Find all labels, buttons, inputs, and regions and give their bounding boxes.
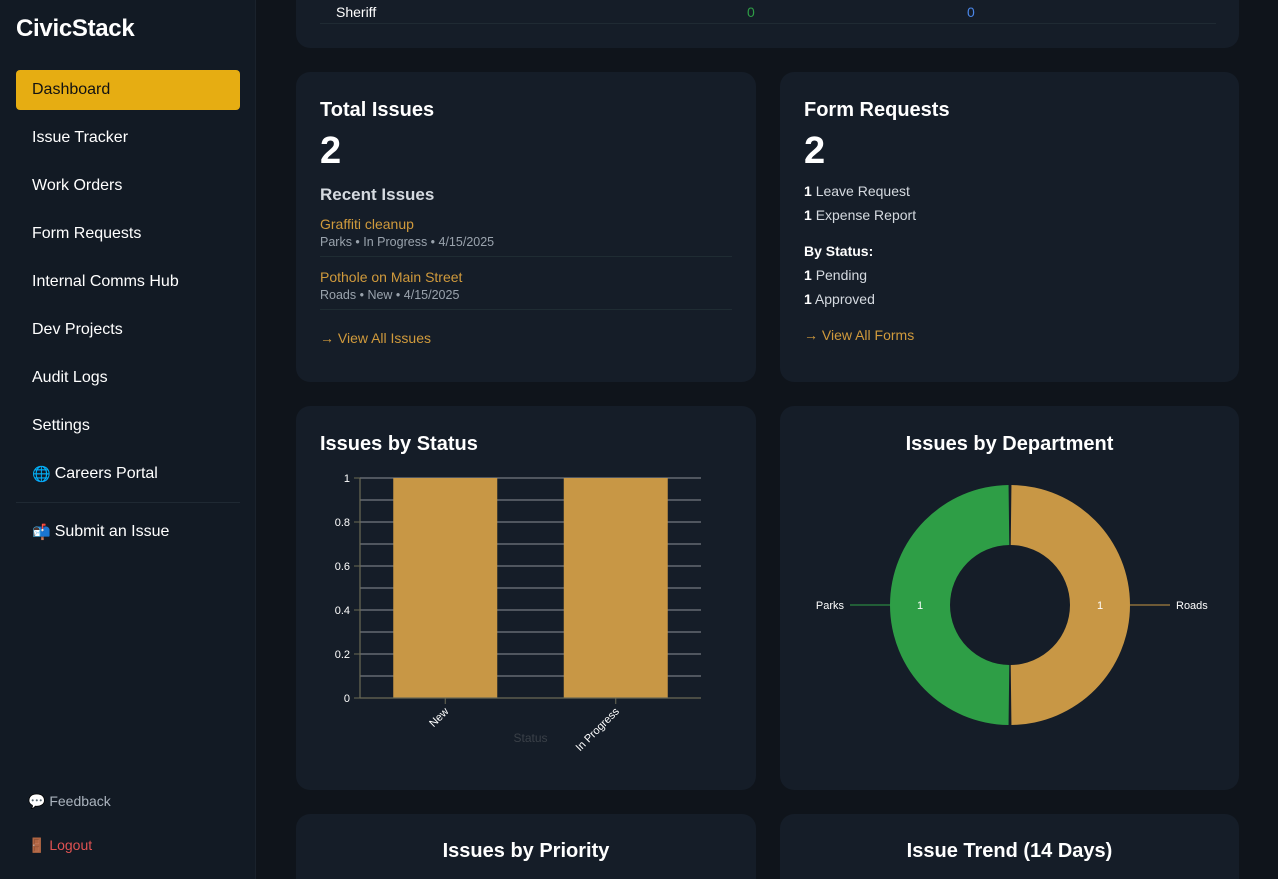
stat-label: Leave Request bbox=[815, 183, 910, 199]
total-issues-count: 2 bbox=[320, 130, 342, 172]
department-donut-chart: 1 Roads 1 Parks bbox=[816, 485, 1208, 725]
open-count: 0 bbox=[747, 4, 755, 20]
sidebar-item-label: Form Requests bbox=[32, 225, 142, 242]
status-bar-chart: 0 0.2 0.4 0.6 0.8 1 New In Progress Status bbox=[335, 473, 701, 754]
total-issues-card: Total Issues 2 Recent Issues Graffiti cl… bbox=[296, 72, 756, 382]
speech-bubble-icon: 💬 bbox=[28, 793, 46, 809]
y-tick-label: 0.4 bbox=[335, 605, 350, 617]
list-item[interactable]: Graffiti cleanup Parks • In Progress • 4… bbox=[320, 216, 732, 257]
stat-count: 1 bbox=[804, 291, 812, 307]
form-type-stat: 1 Expense Report bbox=[804, 207, 1216, 223]
department-name: Sheriff bbox=[336, 4, 377, 20]
form-type-stat: 1 Leave Request bbox=[804, 183, 1216, 199]
feedback-link[interactable]: 💬 Feedback bbox=[28, 793, 111, 810]
sidebar-item-label: Work Orders bbox=[32, 177, 123, 194]
closed-count: 0 bbox=[967, 4, 975, 20]
sidebar-item-label: Internal Comms Hub bbox=[32, 273, 179, 290]
issue-meta: Parks • In Progress • 4/15/2025 bbox=[320, 235, 495, 249]
y-tick-label: 0 bbox=[344, 693, 350, 705]
department-table-card: Sheriff 0 0 bbox=[296, 0, 1239, 48]
nav-divider bbox=[16, 502, 240, 503]
issues-by-department-card: Issues by Department 1 Roads 1 Parks bbox=[780, 406, 1239, 790]
stat-label: Expense Report bbox=[815, 207, 917, 223]
sidebar-item-internal-comms-hub[interactable]: Internal Comms Hub bbox=[16, 262, 240, 302]
card-title: Form Requests bbox=[804, 99, 950, 121]
sidebar-item-label: Submit an Issue bbox=[54, 523, 170, 540]
sidebar-item-label: Careers Portal bbox=[54, 465, 158, 482]
sidebar-item-work-orders[interactable]: Work Orders bbox=[16, 166, 240, 206]
sidebar: CivicStack Dashboard Issue Tracker Work … bbox=[0, 0, 256, 879]
issue-meta: Roads • New • 4/15/2025 bbox=[320, 288, 460, 302]
chart-title: Issues by Department bbox=[905, 433, 1114, 455]
slice-roads[interactable] bbox=[1010, 485, 1131, 725]
sidebar-item-careers-portal[interactable]: 🌐 Careers Portal bbox=[16, 454, 240, 494]
slice-parks[interactable] bbox=[889, 485, 1010, 725]
logout-label: Logout bbox=[49, 837, 93, 853]
x-axis-label: Status bbox=[513, 731, 547, 745]
stat-count: 1 bbox=[804, 267, 812, 283]
y-tick-label: 1 bbox=[344, 473, 350, 485]
y-tick-label: 0.8 bbox=[335, 517, 350, 529]
brand-logo: CivicStack bbox=[16, 15, 135, 42]
view-all-issues-link[interactable]: → View All Issues bbox=[320, 330, 432, 346]
issue-trend-card: Issue Trend (14 Days) bbox=[780, 814, 1239, 879]
status-stat: 1 Approved bbox=[804, 291, 1216, 307]
sidebar-item-label: Dashboard bbox=[32, 81, 111, 98]
issues-by-priority-card: Issues by Priority bbox=[296, 814, 756, 879]
slice-category-label: Parks bbox=[816, 600, 845, 612]
sidebar-item-label: Audit Logs bbox=[32, 369, 108, 386]
mailbox-icon: 📬 bbox=[32, 524, 51, 541]
form-requests-card: Form Requests 2 1 Leave Request 1 Expens… bbox=[780, 72, 1239, 382]
list-item[interactable]: Pothole on Main Street Roads • New • 4/1… bbox=[320, 269, 732, 310]
sidebar-item-label: Dev Projects bbox=[32, 321, 123, 338]
issue-title[interactable]: Graffiti cleanup bbox=[320, 216, 414, 232]
table-row: Sheriff 0 0 bbox=[320, 0, 1216, 24]
sidebar-nav: Dashboard Issue Tracker Work Orders Form… bbox=[16, 70, 240, 560]
bar-in-progress[interactable] bbox=[563, 478, 668, 698]
recent-issues-heading: Recent Issues bbox=[320, 185, 435, 204]
sidebar-item-form-requests[interactable]: Form Requests bbox=[16, 214, 240, 254]
x-tick-label: New bbox=[427, 706, 451, 730]
y-tick-label: 0.2 bbox=[335, 649, 350, 661]
stat-label: Approved bbox=[814, 291, 875, 307]
sidebar-item-audit-logs[interactable]: Audit Logs bbox=[16, 358, 240, 398]
globe-icon: 🌐 bbox=[32, 466, 51, 483]
issues-by-status-card: Issues by Status 0 0.2 0.4 0.6 0.8 1 New In Pr… bbox=[296, 406, 756, 790]
sidebar-item-submit-issue[interactable]: 📬 Submit an Issue bbox=[16, 512, 240, 552]
sidebar-item-label: Issue Tracker bbox=[32, 129, 129, 146]
recent-issues-list: Graffiti cleanup Parks • In Progress • 4… bbox=[320, 216, 732, 310]
sidebar-item-issue-tracker[interactable]: Issue Tracker bbox=[16, 118, 240, 158]
stat-count: 1 bbox=[804, 183, 812, 199]
door-icon: 🚪 bbox=[28, 837, 46, 853]
issue-title[interactable]: Pothole on Main Street bbox=[320, 269, 463, 285]
logout-link[interactable]: 🚪 Logout bbox=[28, 837, 92, 854]
chart-title: Issues by Status bbox=[320, 433, 478, 455]
sidebar-item-dashboard[interactable]: Dashboard bbox=[16, 70, 240, 110]
chart-title: Issues by Priority bbox=[442, 840, 610, 862]
slice-value-label: 1 bbox=[917, 600, 923, 612]
bar-new[interactable] bbox=[393, 478, 498, 698]
status-stat: 1 Pending bbox=[804, 267, 1216, 283]
stat-count: 1 bbox=[804, 207, 812, 223]
by-status-heading: By Status: bbox=[804, 243, 874, 259]
slice-category-label: Roads bbox=[1176, 600, 1208, 612]
slice-value-label: 1 bbox=[1097, 600, 1103, 612]
x-tick-label: In Progress bbox=[574, 705, 623, 754]
card-title: Total Issues bbox=[320, 99, 435, 121]
y-tick-label: 0.6 bbox=[335, 561, 350, 573]
chart-title: Issue Trend (14 Days) bbox=[906, 840, 1113, 862]
sidebar-item-dev-projects[interactable]: Dev Projects bbox=[16, 310, 240, 350]
view-all-forms-link[interactable]: → View All Forms bbox=[804, 327, 915, 343]
form-requests-count: 2 bbox=[804, 130, 826, 172]
feedback-label: Feedback bbox=[49, 793, 111, 809]
sidebar-item-settings[interactable]: Settings bbox=[16, 406, 240, 446]
stat-label: Pending bbox=[815, 267, 868, 283]
sidebar-item-label: Settings bbox=[32, 417, 90, 434]
